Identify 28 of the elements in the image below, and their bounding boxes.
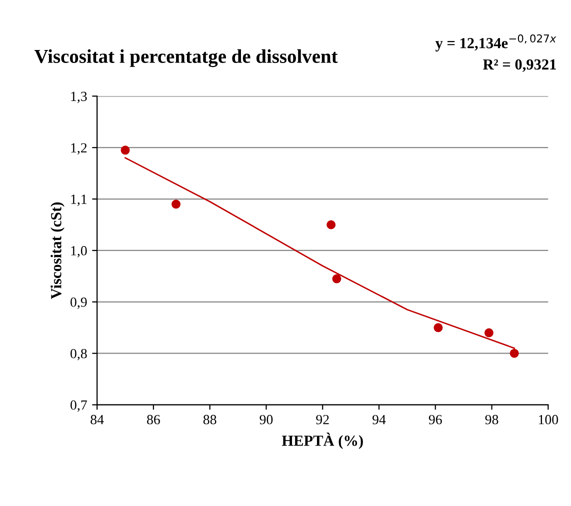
- point: [120, 146, 130, 155]
- chart-title: Viscositat i percentatge de dissolvent: [34, 49, 338, 68]
- y-tick-label: 1,3: [71, 92, 87, 104]
- y-axis-title: Viscositat (cSt): [50, 202, 64, 300]
- y-tick-label: 0,8: [70, 348, 87, 360]
- x-tick-label: 94: [372, 414, 386, 424]
- y-tick-label: 1,1: [71, 194, 87, 206]
- x-tick-label: 86: [147, 414, 160, 424]
- y-tick-label: 1,0: [71, 246, 87, 258]
- y-tick-label: 0,7: [70, 400, 87, 412]
- text: y = 12,134e$^{−0,027x}$: [435, 34, 556, 52]
- x-tick-label: 96: [428, 414, 442, 424]
- x-tick-label: 92: [316, 414, 329, 424]
- x-tick-label: 84: [90, 414, 104, 424]
- x-tick-label: 100: [538, 414, 558, 424]
- y-tick-label: 0,9: [70, 297, 87, 309]
- x-tick-label: 98: [485, 414, 498, 424]
- point: [510, 348, 519, 358]
- point: [484, 328, 494, 338]
- x-axis-title: HEPTÀ (%): [282, 432, 363, 449]
- point: [434, 323, 443, 332]
- y-tick-label: 1,2: [71, 143, 87, 155]
- point: [332, 274, 342, 284]
- text: R² = 0,9321: [483, 59, 556, 72]
- x-tick-label: 90: [260, 414, 273, 424]
- x-tick-label: 88: [203, 414, 216, 424]
- point: [172, 200, 181, 209]
- point: [326, 220, 336, 230]
